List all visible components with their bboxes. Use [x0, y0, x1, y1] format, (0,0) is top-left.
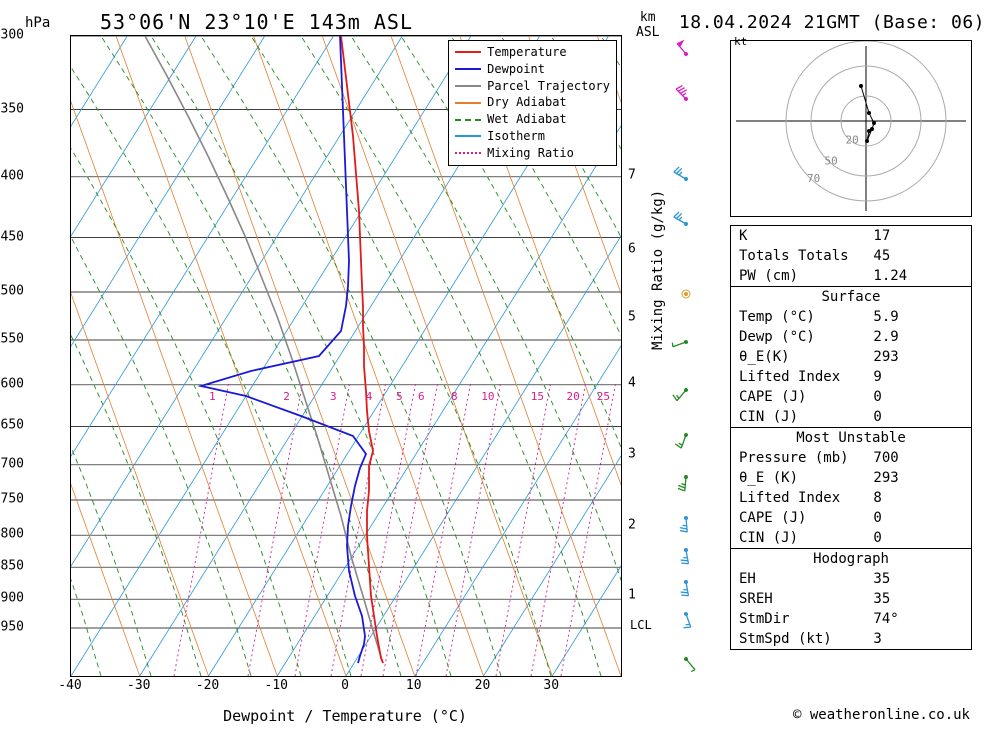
chart-legend: TemperatureDewpointParcel TrajectoryDry … [448, 40, 617, 166]
y-axis-right-label: km ASL [636, 10, 659, 40]
indices-table: K17Totals Totals45PW (cm)1.24SurfaceTemp… [730, 225, 972, 650]
copyright: © weatheronline.co.uk [793, 707, 970, 723]
x-axis-label: Dewpoint / Temperature (°C) [70, 707, 620, 725]
svg-text:50: 50 [825, 155, 838, 168]
skewt-chart: 123456810152025 TemperatureDewpointParce… [70, 35, 622, 677]
svg-text:70: 70 [807, 172, 820, 185]
y-axis-left-label: hPa [25, 15, 50, 31]
hodograph: 20 50 70 [730, 40, 972, 217]
chart-title-location: 53°06'N 23°10'E 143m ASL [100, 10, 413, 34]
chart-title-time: 18.04.2024 21GMT (Base: 06) [679, 12, 985, 33]
mixing-ratio-label: Mixing Ratio (g/kg) [650, 190, 666, 350]
wind-barb-column [678, 35, 698, 675]
lcl-marker: LCL [630, 618, 652, 632]
svg-text:20: 20 [846, 134, 859, 147]
